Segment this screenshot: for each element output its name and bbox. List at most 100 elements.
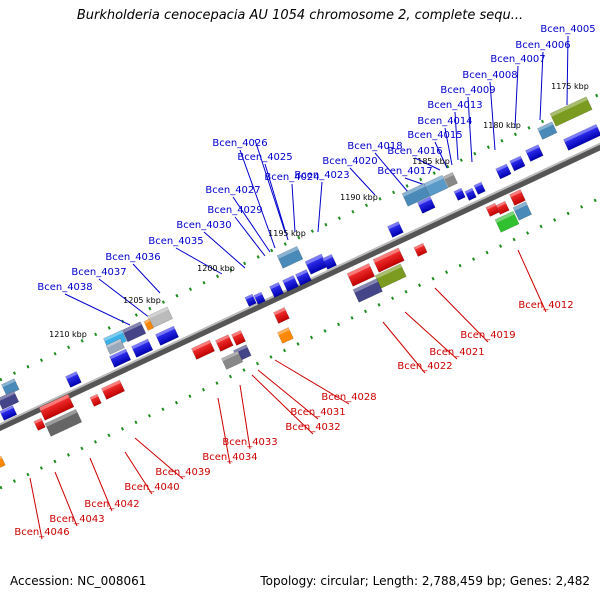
forward-gene-label[interactable]: Bcen_4020 [322,156,377,167]
reverse-gene-label[interactable]: Bcen_4040 [124,482,179,493]
forward-gene-label[interactable]: Bcen_4025 [237,152,292,163]
forward-gene-label[interactable]: Bcen_4015 [407,130,462,141]
forward-gene-feature[interactable] [105,338,125,355]
forward-gene-feature[interactable] [155,325,179,346]
reverse-gene-feature[interactable] [346,263,376,287]
forward-gene-feature[interactable] [276,246,304,269]
reverse-gene-label[interactable]: Bcen_4034 [202,452,257,463]
reverse-gene-feature[interactable] [231,330,246,346]
forward-gene-label[interactable]: Bcen_4037 [71,267,126,278]
forward-gene-feature[interactable] [295,269,312,286]
reverse-gene-feature[interactable] [215,334,234,352]
forward-gene-feature[interactable] [401,183,431,207]
topology-summary: Topology: circular; Length: 2,788,459 bp… [260,574,590,588]
forward-gene-label[interactable]: Bcen_4007 [490,54,545,65]
forward-gene-label[interactable]: Bcen_4006 [515,40,570,51]
forward-gene-label[interactable]: Bcen_4027 [205,185,260,196]
reverse-gene-feature[interactable] [33,417,46,431]
forward-gene-feature[interactable] [0,390,20,410]
forward-gene-label[interactable]: Bcen_4036 [105,252,160,263]
reverse-gene-label[interactable]: Bcen_4039 [155,467,210,478]
reverse-gene-label-leader [257,369,319,420]
forward-gene-label[interactable]: Bcen_4038 [37,282,92,293]
reverse-gene-label[interactable]: Bcen_4019 [460,330,515,341]
forward-gene-label-leader [132,263,161,294]
forward-gene-feature[interactable] [109,348,132,368]
forward-gene-feature[interactable] [244,293,257,307]
kbp-tick-label: 1185 kbp [412,157,450,166]
forward-gene-label[interactable]: Bcen_4023 [294,170,349,181]
forward-gene-feature[interactable] [464,187,477,201]
reverse-gene-feature[interactable] [44,408,83,437]
forward-gene-label[interactable]: Bcen_4008 [462,70,517,81]
forward-gene-feature[interactable] [282,275,299,292]
forward-gene-label[interactable]: Bcen_4016 [387,146,442,157]
reverse-gene-feature[interactable] [38,393,75,421]
reverse-gene-label[interactable]: Bcen_4046 [14,527,69,538]
forward-gene-label[interactable]: Bcen_4029 [207,205,262,216]
reverse-gene-label[interactable]: Bcen_4012 [518,300,573,311]
forward-gene-feature[interactable] [423,174,449,197]
reverse-gene-feature[interactable] [221,350,244,370]
reverse-gene-feature[interactable] [485,202,500,217]
forward-gene-label[interactable]: Bcen_4030 [176,220,231,231]
reverse-gene-label-leader [382,321,426,374]
forward-gene-feature[interactable] [537,121,558,140]
forward-gene-label[interactable]: Bcen_4009 [440,85,495,96]
forward-gene-feature[interactable] [473,181,486,195]
forward-gene-feature[interactable] [304,253,328,275]
reverse-gene-feature[interactable] [494,210,520,233]
reverse-gene-label[interactable]: Bcen_4033 [222,437,277,448]
forward-gene-label[interactable]: Bcen_4026 [212,138,267,149]
forward-gene-label-leader [349,167,376,196]
reverse-gene-feature[interactable] [413,242,428,257]
forward-gene-feature[interactable] [387,221,404,238]
forward-gene-feature[interactable] [509,155,526,172]
forward-gene-label[interactable]: Bcen_4014 [417,116,472,127]
reverse-gene-feature[interactable] [0,455,6,469]
forward-gene-label[interactable]: Bcen_4017 [377,166,432,177]
reverse-gene-feature[interactable] [352,278,383,303]
forward-gene-feature[interactable] [495,163,512,180]
forward-gene-label[interactable]: Bcen_4024 [264,172,319,183]
forward-gene-feature[interactable] [143,318,154,331]
forward-gene-feature[interactable] [453,187,466,201]
reverse-gene-feature[interactable] [101,379,125,400]
forward-gene-feature[interactable] [549,96,593,127]
forward-gene-label-leader [444,127,453,166]
reverse-gene-label-leader [134,437,184,480]
forward-gene-feature[interactable] [269,282,284,298]
forward-gene-feature[interactable] [121,321,147,343]
reverse-gene-feature[interactable] [509,189,526,206]
forward-gene-feature[interactable] [65,371,82,388]
reverse-gene-feature[interactable] [512,201,532,221]
forward-gene-feature[interactable] [443,172,458,188]
forward-gene-feature[interactable] [417,196,436,214]
reverse-gene-feature[interactable] [89,393,102,407]
forward-gene-label[interactable]: Bcen_4005 [540,24,595,35]
forward-gene-feature[interactable] [253,291,266,305]
forward-gene-feature[interactable] [131,338,154,358]
reverse-gene-label[interactable]: Bcen_4022 [397,361,452,372]
forward-gene-label-leader [414,157,441,171]
forward-gene-label[interactable]: Bcen_4013 [427,100,482,111]
forward-gene-label[interactable]: Bcen_4035 [148,236,203,247]
reverse-gene-feature[interactable] [277,327,294,344]
forward-gene-feature[interactable] [322,254,337,270]
reverse-gene-label[interactable]: Bcen_4042 [84,499,139,510]
reverse-gene-label[interactable]: Bcen_4028 [321,392,376,403]
forward-gene-feature[interactable] [525,144,544,162]
forward-gene-feature[interactable] [0,405,18,421]
reverse-gene-feature[interactable] [273,307,290,324]
reverse-gene-label[interactable]: Bcen_4043 [49,514,104,525]
forward-gene-feature[interactable] [563,124,600,151]
reverse-gene-feature[interactable] [191,339,215,360]
reverse-gene-label-leader [274,359,350,405]
reverse-gene-label[interactable]: Bcen_4031 [290,407,345,418]
reverse-gene-label[interactable]: Bcen_4021 [429,347,484,358]
reverse-gene-feature[interactable] [372,247,405,273]
reverse-gene-label-leader [434,287,489,343]
forward-gene-label[interactable]: Bcen_4018 [347,141,402,152]
reverse-gene-label[interactable]: Bcen_4032 [285,422,340,433]
